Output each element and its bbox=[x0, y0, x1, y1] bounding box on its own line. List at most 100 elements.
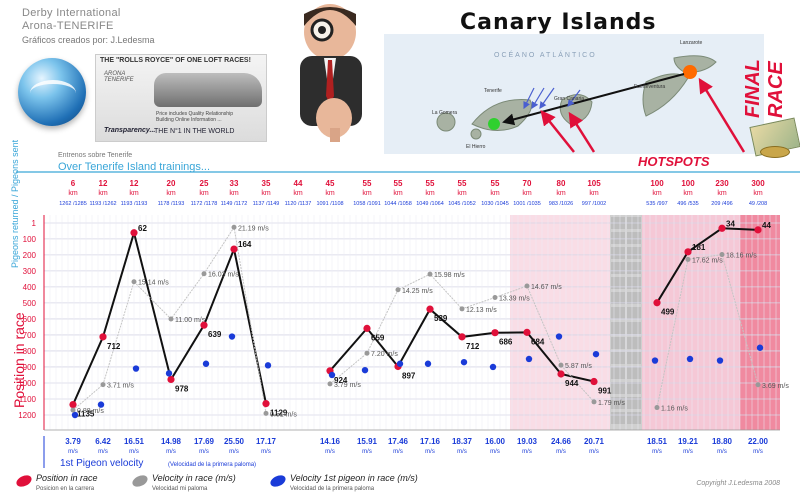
race-distance-unit: km bbox=[362, 190, 372, 197]
position-label: 1135 bbox=[77, 410, 95, 419]
velocity-point bbox=[131, 279, 137, 285]
velocity-label: 3.69 m/s bbox=[762, 383, 789, 390]
position-point bbox=[99, 333, 107, 341]
position-label: 499 bbox=[661, 308, 675, 317]
race-pigeons-count: 983 /1026 bbox=[549, 201, 573, 207]
race-pigeons-count: 49 /208 bbox=[749, 201, 767, 207]
position-label: 978 bbox=[175, 384, 189, 393]
race-distance: 55 bbox=[458, 179, 467, 188]
man-with-magnifier-image bbox=[272, 0, 382, 150]
position-label: 924 bbox=[334, 376, 348, 385]
legend-marker bbox=[16, 475, 32, 487]
first-velocity-unit: m/s bbox=[589, 449, 599, 455]
position-point bbox=[718, 224, 726, 232]
position-point bbox=[458, 333, 466, 341]
hotspots-label: HOTSPOTS bbox=[638, 154, 710, 169]
first-velocity-value: 17.46 bbox=[388, 437, 409, 446]
race-distance: 80 bbox=[557, 179, 566, 188]
ad-logo: ARONA TENERIFE bbox=[104, 71, 134, 83]
first-velocity-subtitle: (Velocidad de la primera paloma) bbox=[168, 462, 256, 468]
first-velocity-value: 6.42 bbox=[95, 437, 111, 446]
position-label: 684 bbox=[531, 337, 545, 346]
ad-tagline-1: Transparency... bbox=[104, 127, 156, 134]
position-point bbox=[754, 226, 762, 234]
y-tick-label: 700 bbox=[23, 331, 37, 340]
first-velocity-value: 14.98 bbox=[161, 437, 182, 446]
velocity-label: 7.20 m/s bbox=[371, 351, 398, 358]
race-distance: 55 bbox=[394, 179, 403, 188]
first-velocity-point bbox=[328, 371, 336, 379]
race-distance-unit: km bbox=[753, 190, 763, 197]
gap-brick bbox=[611, 307, 625, 319]
first-velocity-point bbox=[555, 333, 563, 340]
first-velocity-point bbox=[71, 411, 79, 419]
race-pigeons-count: 1137 /1149 bbox=[253, 201, 280, 207]
race-distance-unit: km bbox=[457, 190, 467, 197]
first-velocity-unit: m/s bbox=[652, 449, 662, 455]
first-velocity-point bbox=[424, 360, 432, 367]
first-velocity-value: 25.50 bbox=[224, 437, 245, 446]
velocity-point bbox=[201, 271, 207, 277]
gap-brick bbox=[627, 352, 641, 364]
position-label: 897 bbox=[402, 371, 416, 380]
race-distance: 230 bbox=[715, 179, 729, 188]
race-distance-unit: km bbox=[199, 190, 209, 197]
gap-brick bbox=[627, 262, 641, 274]
first-velocity-unit: m/s bbox=[129, 449, 139, 455]
legend-sublabel: Velocidad mi paloma bbox=[152, 486, 208, 492]
position-label: 1129 bbox=[270, 409, 288, 418]
first-velocity-point bbox=[132, 365, 140, 372]
first-velocity-unit: m/s bbox=[166, 449, 176, 455]
first-velocity-point bbox=[97, 401, 105, 408]
y-tick-label: 1200 bbox=[18, 411, 36, 420]
race-pigeons-count: 1178 /1193 bbox=[158, 201, 185, 207]
y-tick-label: 1000 bbox=[18, 379, 36, 388]
velocity-label: 0.88 m/s bbox=[77, 408, 104, 415]
position-point bbox=[426, 305, 434, 313]
first-velocity-value: 17.16 bbox=[420, 437, 441, 446]
map-svg bbox=[384, 34, 764, 154]
first-velocity-value: 19.03 bbox=[517, 437, 538, 446]
race-pigeons-count: 496 /535 bbox=[677, 201, 698, 207]
first-velocity-value: 15.91 bbox=[357, 437, 378, 446]
first-velocity-point bbox=[396, 360, 404, 367]
position-point bbox=[69, 400, 77, 409]
map-label-lanzarote: Lanzarote bbox=[680, 40, 703, 46]
ad-tagline-2: THE N°1 IN THE WORLD bbox=[154, 128, 235, 135]
velocity-point bbox=[70, 407, 76, 413]
gap-brick bbox=[627, 397, 641, 409]
credit-text: Gráficos creados por: J.Ledesma bbox=[22, 35, 155, 45]
position-label: 62 bbox=[138, 224, 147, 233]
first-velocity-value: 17.17 bbox=[256, 437, 277, 446]
gap-brick bbox=[627, 307, 641, 319]
race-distance-unit: km bbox=[652, 190, 662, 197]
y-tick-label: 200 bbox=[23, 251, 37, 260]
first-velocity-unit: m/s bbox=[68, 449, 78, 455]
position-point bbox=[363, 324, 371, 332]
first-velocity-value: 20.71 bbox=[584, 437, 605, 446]
position-label: 659 bbox=[371, 333, 385, 342]
first-velocity-unit: m/s bbox=[98, 449, 108, 455]
race-distance-unit: km bbox=[683, 190, 693, 197]
position-label: 181 bbox=[692, 243, 706, 252]
race-distance-unit: km bbox=[68, 190, 78, 197]
race-pigeons-count: 209 /496 bbox=[711, 201, 732, 207]
race-distance: 55 bbox=[426, 179, 435, 188]
gap-brick bbox=[611, 352, 625, 364]
first-velocity-point bbox=[228, 333, 236, 340]
first-velocity-value: 16.51 bbox=[124, 437, 145, 446]
y-tick-label: 300 bbox=[23, 267, 37, 276]
position-label: 639 bbox=[208, 330, 222, 339]
first-velocity-unit: m/s bbox=[229, 449, 239, 455]
position-label: 991 bbox=[598, 387, 612, 396]
velocity-label: 1.16 m/s bbox=[661, 406, 688, 413]
race-distance: 300 bbox=[751, 179, 765, 188]
velocity-line bbox=[656, 254, 759, 408]
velocity-label: 1.79 m/s bbox=[598, 400, 625, 407]
y-tick-label: 100 bbox=[23, 235, 37, 244]
position-label: 944 bbox=[565, 379, 579, 388]
race-distance: 6 bbox=[71, 179, 76, 188]
position-point bbox=[684, 248, 692, 256]
race-distance-unit: km bbox=[556, 190, 566, 197]
